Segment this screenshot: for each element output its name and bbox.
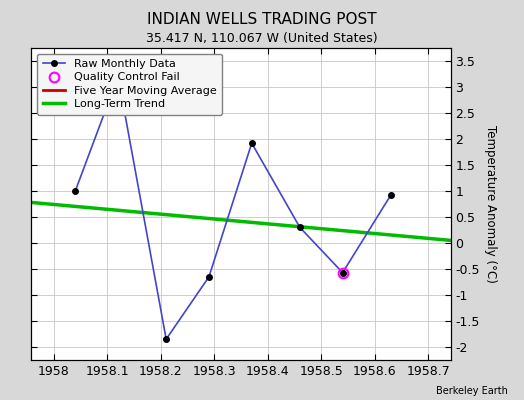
Raw Monthly Data [115, 74, 121, 79]
Raw Monthly Data [163, 337, 169, 342]
Line: Raw Monthly Data: Raw Monthly Data [72, 74, 394, 342]
Raw Monthly Data [206, 274, 212, 279]
Y-axis label: Temperature Anomaly (°C): Temperature Anomaly (°C) [484, 125, 497, 283]
Raw Monthly Data [248, 141, 255, 146]
Text: 35.417 N, 110.067 W (United States): 35.417 N, 110.067 W (United States) [146, 32, 378, 45]
Raw Monthly Data [297, 225, 303, 230]
Legend: Raw Monthly Data, Quality Control Fail, Five Year Moving Average, Long-Term Tren: Raw Monthly Data, Quality Control Fail, … [37, 54, 222, 115]
Raw Monthly Data [340, 270, 346, 275]
Raw Monthly Data [72, 189, 79, 194]
Text: Berkeley Earth: Berkeley Earth [436, 386, 508, 396]
Raw Monthly Data [388, 193, 394, 198]
Text: INDIAN WELLS TRADING POST: INDIAN WELLS TRADING POST [147, 12, 377, 27]
